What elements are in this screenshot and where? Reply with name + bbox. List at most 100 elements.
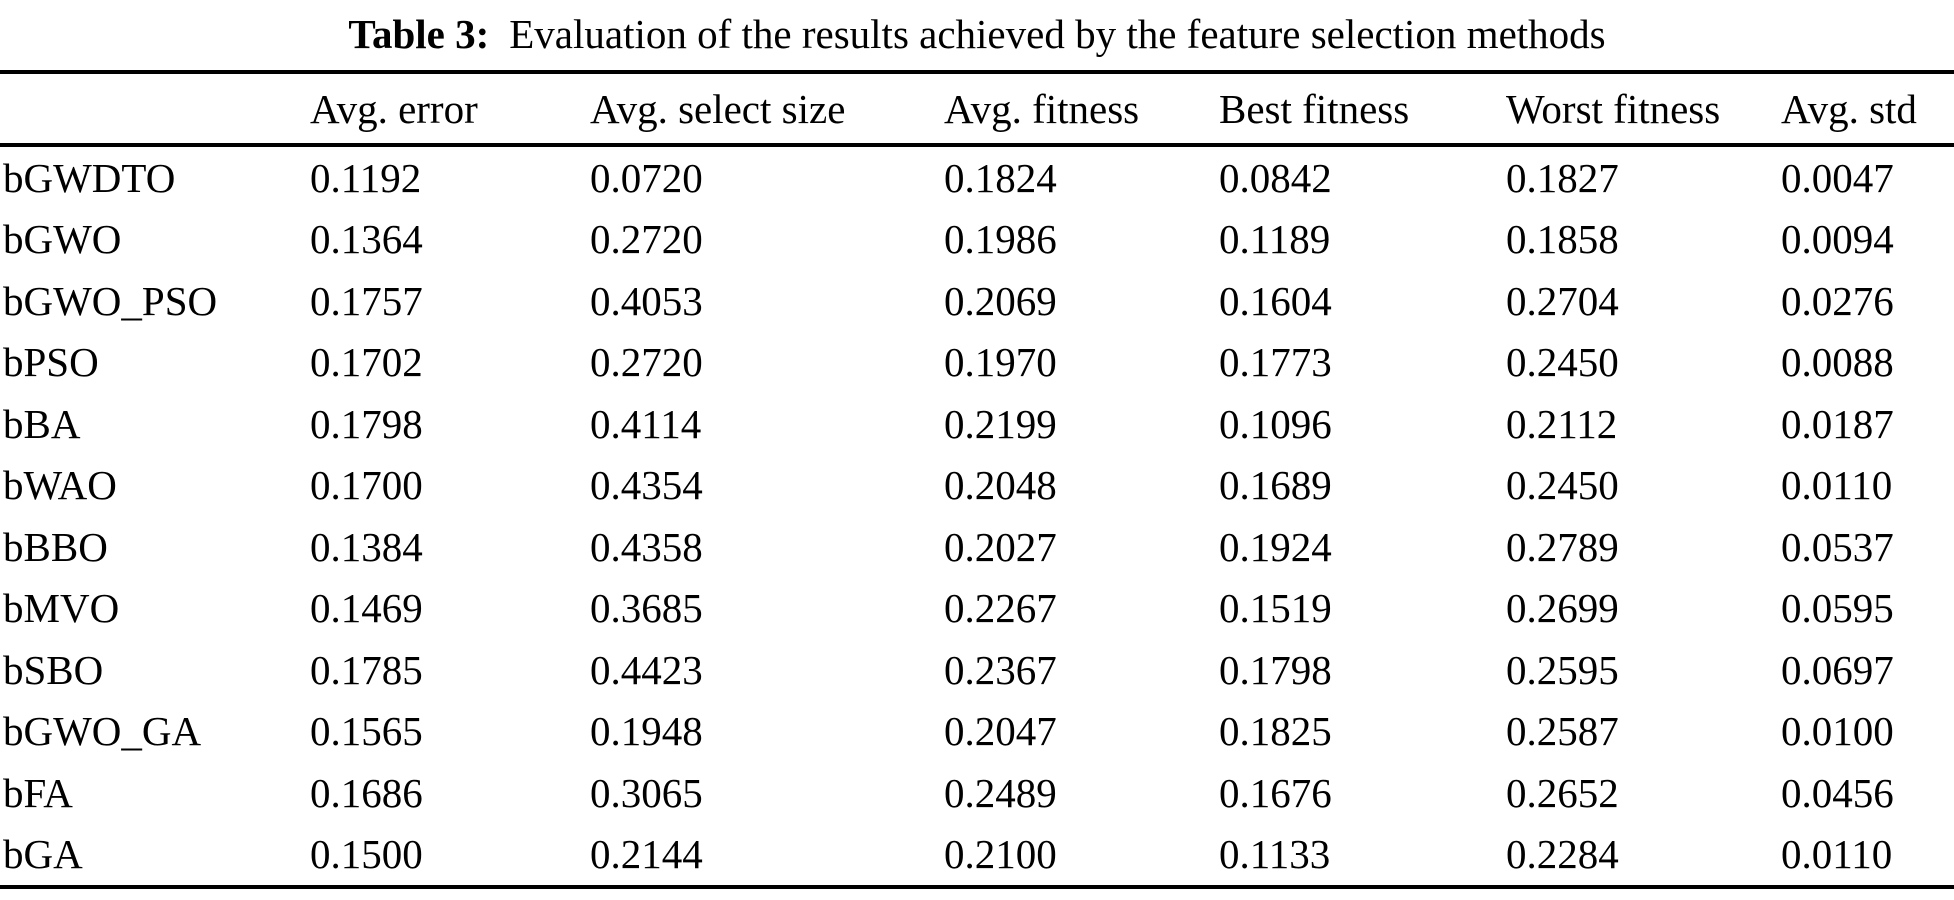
method-cell: bWAO [3,462,117,509]
value-cell: 0.0110 [1781,831,1893,878]
table-row: bWAO 0.1700 0.4354 0.2048 0.1689 0.2450 … [0,455,1954,517]
value-cell: 0.2047 [944,708,1057,755]
value-cell: 0.1604 [1219,277,1332,324]
value-cell: 0.1798 [1219,646,1332,693]
value-cell: 0.4358 [590,523,703,570]
method-cell: bMVO [3,585,120,632]
value-cell: 0.4354 [590,462,703,509]
value-cell: 0.3065 [590,769,703,816]
value-cell: 0.1133 [1219,831,1331,878]
method-cell: bGWO_GA [3,708,202,755]
column-header-method [0,72,310,147]
value-cell: 0.2789 [1506,523,1619,570]
value-cell: 0.1384 [310,523,423,570]
value-cell: 0.0720 [590,154,703,201]
value-cell: 0.1827 [1506,154,1619,201]
value-cell: 0.2450 [1506,339,1619,386]
value-cell: 0.1773 [1219,339,1332,386]
value-cell: 0.1096 [1219,400,1332,447]
value-cell: 0.1676 [1219,769,1332,816]
value-cell: 0.0094 [1781,216,1894,263]
column-header-avg-std: Avg. std [1781,72,1954,147]
value-cell: 0.0047 [1781,154,1894,201]
value-cell: 0.1565 [310,708,423,755]
column-header-avg-fitness: Avg. fitness [944,72,1219,147]
value-cell: 0.1858 [1506,216,1619,263]
table-row: bGWO_PSO 0.1757 0.4053 0.2069 0.1604 0.2… [0,270,1954,332]
value-cell: 0.2704 [1506,277,1619,324]
value-cell: 0.2267 [944,585,1057,632]
method-cell: bBA [3,400,81,447]
header-row: Avg. error Avg. select size Avg. fitness… [0,72,1954,147]
table-row: bSBO 0.1785 0.4423 0.2367 0.1798 0.2595 … [0,639,1954,701]
value-cell: 0.0537 [1781,523,1894,570]
value-cell: 0.2450 [1506,462,1619,509]
value-cell: 0.1500 [310,831,423,878]
value-cell: 0.1469 [310,585,423,632]
table-row: bMVO 0.1469 0.3685 0.2267 0.1519 0.2699 … [0,578,1954,640]
value-cell: 0.2720 [590,339,703,386]
value-cell: 0.1824 [944,154,1057,201]
method-cell: bGWDTO [3,154,176,201]
value-cell: 0.1785 [310,646,423,693]
value-cell: 0.0187 [1781,400,1894,447]
value-cell: 0.2048 [944,462,1057,509]
value-cell: 0.0842 [1219,154,1332,201]
method-cell: bGWO_PSO [3,277,218,324]
value-cell: 0.0110 [1781,462,1893,509]
method-cell: bSBO [3,646,104,693]
method-cell: bGWO [3,216,122,263]
value-cell: 0.1700 [310,462,423,509]
table-row: bFA 0.1686 0.3065 0.2489 0.1676 0.2652 0… [0,762,1954,824]
table-row: bGWO_GA 0.1565 0.1948 0.2047 0.1825 0.25… [0,701,1954,763]
value-cell: 0.1825 [1219,708,1332,755]
value-cell: 0.3685 [590,585,703,632]
value-cell: 0.2652 [1506,769,1619,816]
table-row: bBA 0.1798 0.4114 0.2199 0.1096 0.2112 0… [0,393,1954,455]
table-caption-label: Table 3: [348,11,490,57]
table-caption-text: Evaluation of the results achieved by th… [509,11,1606,57]
value-cell: 0.0456 [1781,769,1894,816]
value-cell: 0.0697 [1781,646,1894,693]
value-cell: 0.1970 [944,339,1057,386]
column-header-avg-select-size: Avg. select size [590,72,944,147]
value-cell: 0.2069 [944,277,1057,324]
value-cell: 0.1702 [310,339,423,386]
column-header-avg-error: Avg. error [310,72,590,147]
value-cell: 0.4423 [590,646,703,693]
value-cell: 0.2489 [944,769,1057,816]
value-cell: 0.2699 [1506,585,1619,632]
value-cell: 0.2027 [944,523,1057,570]
value-cell: 0.1689 [1219,462,1332,509]
value-cell: 0.2100 [944,831,1057,878]
results-table: Avg. error Avg. select size Avg. fitness… [0,70,1954,889]
value-cell: 0.2199 [944,400,1057,447]
value-cell: 0.2284 [1506,831,1619,878]
value-cell: 0.1519 [1219,585,1332,632]
value-cell: 0.4053 [590,277,703,324]
value-cell: 0.1364 [310,216,423,263]
value-cell: 0.1686 [310,769,423,816]
value-cell: 0.0595 [1781,585,1894,632]
method-cell: bFA [3,769,73,816]
value-cell: 0.1798 [310,400,423,447]
value-cell: 0.1189 [1219,216,1331,263]
value-cell: 0.1192 [310,154,422,201]
value-cell: 0.0276 [1781,277,1894,324]
value-cell: 0.1986 [944,216,1057,263]
value-cell: 0.0100 [1781,708,1894,755]
column-header-worst-fitness: Worst fitness [1506,72,1781,147]
method-cell: bBBO [3,523,108,570]
table-row: bGWDTO 0.1192 0.0720 0.1824 0.0842 0.182… [0,145,1954,209]
value-cell: 0.4114 [590,400,702,447]
value-cell: 0.2595 [1506,646,1619,693]
value-cell: 0.2587 [1506,708,1619,755]
value-cell: 0.2144 [590,831,703,878]
table-row: bGA 0.1500 0.2144 0.2100 0.1133 0.2284 0… [0,824,1954,888]
table-caption: Table 3: Evaluation of the results achiev… [0,0,1954,70]
value-cell: 0.0088 [1781,339,1894,386]
value-cell: 0.2112 [1506,400,1618,447]
method-cell: bGA [3,831,83,878]
table-row: bGWO 0.1364 0.2720 0.1986 0.1189 0.1858 … [0,209,1954,271]
